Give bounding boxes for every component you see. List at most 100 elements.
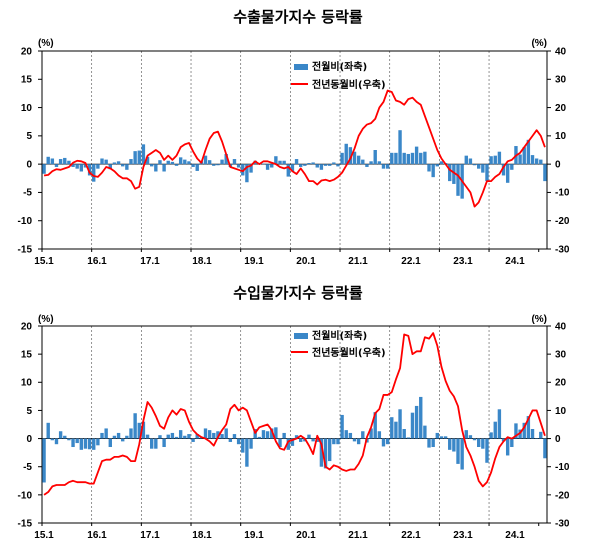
bar (327, 438, 332, 462)
bar (58, 431, 63, 439)
bar (410, 152, 415, 165)
x-tick-label: 21.1 (348, 256, 368, 267)
legend-label-yoy: 전년동월비(우축) (312, 78, 386, 91)
bar (332, 438, 336, 445)
bar (394, 152, 398, 165)
bar (294, 159, 299, 165)
bar (514, 423, 518, 439)
bar (402, 429, 406, 439)
left-tick-label: -5 (23, 188, 32, 199)
bar (145, 156, 150, 165)
bar (311, 438, 315, 442)
bar (79, 438, 84, 450)
bar (195, 434, 199, 439)
bar (497, 409, 502, 439)
bar (162, 164, 166, 172)
bar (166, 160, 170, 165)
bar (439, 436, 444, 439)
bar (249, 438, 253, 449)
right-tick-label: 40 (555, 47, 567, 58)
bar (96, 164, 100, 169)
left-tick-label: 15 (21, 75, 33, 86)
bar (522, 422, 526, 439)
bar (452, 164, 456, 184)
bar (67, 160, 71, 165)
plot-frame (41, 325, 548, 524)
bar (390, 417, 394, 439)
bar (245, 438, 249, 467)
bar (54, 438, 59, 445)
x-tick-label: 20.1 (296, 530, 316, 541)
bar (431, 164, 435, 178)
bar (282, 160, 286, 165)
bar (510, 438, 514, 448)
x-tick-label: 23.1 (453, 530, 473, 541)
right-tick-label: 20 (555, 378, 567, 389)
bar (178, 157, 183, 165)
bar (319, 438, 324, 467)
x-tick-label: 15.1 (34, 530, 54, 541)
bar (505, 164, 510, 183)
bar (203, 155, 208, 165)
bar (315, 438, 319, 442)
bar (423, 151, 427, 165)
bar (112, 162, 117, 165)
bar (356, 438, 361, 445)
x-tick-label: 24.1 (505, 256, 525, 267)
bar (104, 428, 108, 439)
right-tick-label: -10 (555, 188, 570, 199)
bar (414, 405, 419, 439)
bar (212, 164, 216, 166)
x-tick-label: 22.1 (401, 530, 421, 541)
right-tick-label: -30 (555, 245, 570, 256)
bar (361, 431, 365, 439)
bar (79, 164, 84, 172)
bar (46, 156, 50, 165)
bar (286, 164, 290, 177)
bar (150, 164, 154, 167)
bar (121, 438, 125, 442)
right-tick-label: 30 (555, 350, 567, 361)
right-tick-label: 0 (555, 159, 561, 170)
bar (92, 438, 96, 450)
bar (315, 164, 319, 168)
chart-title: 수입물가지수 등락률 (233, 284, 363, 302)
bar (274, 427, 278, 439)
bar (174, 436, 179, 439)
bar (261, 163, 266, 165)
bar (129, 428, 133, 439)
bar (489, 432, 493, 439)
bar (526, 139, 531, 165)
bar (249, 164, 253, 173)
x-tick-label: 18.1 (192, 530, 212, 541)
bar (232, 159, 237, 165)
bar (530, 429, 535, 439)
bar (282, 432, 286, 439)
plot-area (38, 325, 551, 526)
bar (224, 153, 228, 165)
x-tick-label: 16.1 (87, 530, 107, 541)
bar (170, 161, 175, 165)
bar (187, 161, 191, 165)
right-tick-label: 30 (555, 75, 567, 86)
bar (448, 164, 452, 182)
bar (385, 164, 390, 169)
bar (154, 438, 158, 449)
left-tick-label: -10 (18, 216, 33, 227)
bar (137, 422, 141, 439)
right-tick-label: -30 (555, 519, 570, 530)
bar (220, 434, 224, 439)
bar (398, 130, 402, 165)
bar (414, 146, 419, 165)
bar (286, 438, 290, 450)
x-tick-label: 20.1 (296, 256, 316, 267)
bar (427, 164, 431, 172)
bar (121, 164, 125, 167)
bar (539, 159, 543, 165)
bar (228, 438, 233, 442)
bar (183, 159, 187, 165)
left-tick-label: 10 (21, 103, 33, 114)
bar (166, 434, 170, 439)
